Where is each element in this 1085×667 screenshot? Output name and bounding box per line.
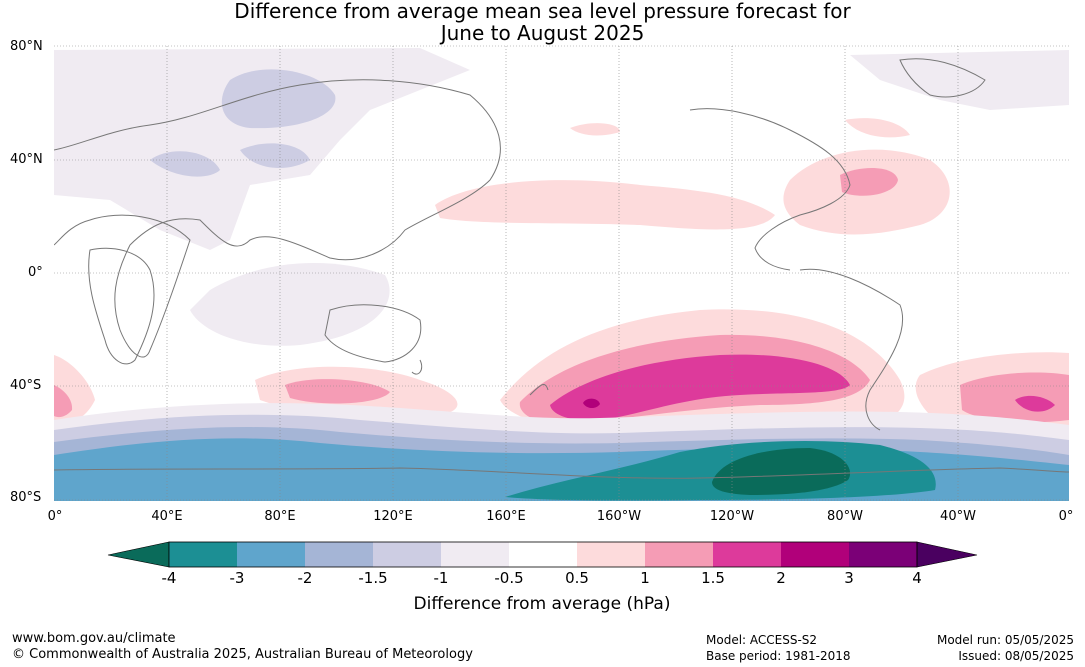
colorbar-tick: -4 <box>161 569 177 587</box>
colorbar-tick: -1 <box>433 569 449 587</box>
colorbar-tick: 0.5 <box>565 569 589 587</box>
anomaly-region-spacific-pos-max <box>583 398 600 409</box>
lon-label-0: 0° <box>47 509 63 524</box>
map-title-line2: June to August 2025 <box>440 21 645 45</box>
anomaly-shading <box>54 46 1069 501</box>
footer-website: www.bom.gov.au/climate <box>12 631 176 646</box>
lon-label-160e: 160°E <box>486 509 526 524</box>
footer-base-period: Base period: 1981-2018 <box>706 649 851 663</box>
lat-label-0: 0° <box>28 265 43 280</box>
colorbar-tick: 2 <box>776 569 786 587</box>
lon-label-120e: 120°E <box>373 509 413 524</box>
lon-label-160w: 160°W <box>596 509 642 524</box>
lon-label-40w: 40°W <box>940 509 976 524</box>
anomaly-region-satlantic-pos-core <box>960 372 1069 423</box>
anomaly-region-arctic-pos <box>570 123 620 136</box>
colorbar-bin <box>645 542 713 567</box>
lon-label-40e: 40°E <box>151 509 183 524</box>
colorbar-bin <box>373 542 441 567</box>
colorbar-bin <box>577 542 645 567</box>
footer-copyright: © Commonwealth of Australia 2025, Austra… <box>12 647 473 662</box>
footer-issued: Issued: 08/05/2025 <box>958 649 1074 663</box>
anomaly-region-spacific-pos-core <box>550 354 850 421</box>
lon-label-80e: 80°E <box>264 509 296 524</box>
anomaly-region-asia-neg-2 <box>240 143 310 169</box>
colorbar-bin <box>713 542 781 567</box>
lat-label-40s: 40°S <box>10 378 42 393</box>
anomaly-region-antarctic-max <box>712 448 851 495</box>
anomaly-region-indian-pos-core <box>285 379 390 404</box>
lon-label-0-east: 0° <box>1058 509 1074 524</box>
lat-label-80s: 80°S <box>10 490 42 505</box>
graticule <box>54 45 1069 501</box>
colorbar-tick: -3 <box>229 569 245 587</box>
anomaly-region-atlantic-pos-core <box>840 168 898 196</box>
colorbar-bin <box>781 542 849 567</box>
colorbar-tick: -0.5 <box>494 569 524 587</box>
map-title-line1: Difference from average mean sea level p… <box>234 0 851 23</box>
colorbar-below-min <box>107 541 170 568</box>
colorbar-bin <box>169 542 237 567</box>
lat-label-40n: 40°N <box>10 152 43 167</box>
colorbar-tick: 4 <box>912 569 922 587</box>
colorbar-bin <box>509 542 577 567</box>
colorbar-bin <box>441 542 509 567</box>
anomaly-region-npacific-pos <box>435 180 775 230</box>
lon-label-80w: 80°W <box>827 509 863 524</box>
anomaly-region-asia-neg <box>150 151 220 177</box>
anomaly-region-satlantic-pos-max <box>1015 395 1055 412</box>
colorbar-tick: -2 <box>297 569 313 587</box>
colorbar-bin <box>849 542 917 567</box>
anomaly-region-greenland-neg <box>850 50 1069 110</box>
colorbar-tick: 3 <box>844 569 854 587</box>
footer-model-run: Model run: 05/05/2025 <box>936 633 1074 647</box>
colorbar-title: Difference from average (hPa) <box>413 594 671 614</box>
colorbar-tick: -1.5 <box>358 569 388 587</box>
anomaly-region-tropics-neg <box>190 263 390 346</box>
colorbar-bin <box>237 542 305 567</box>
lat-label-80n: 80°N <box>10 39 43 54</box>
coastlines <box>54 58 1069 479</box>
anomaly-region-alaska-pos <box>845 118 910 138</box>
colorbar-tick: 1 <box>640 569 650 587</box>
colorbar-tick: 1.5 <box>701 569 725 587</box>
colorbar-bin <box>305 542 373 567</box>
footer-model: Model: ACCESS-S2 <box>706 633 818 647</box>
anomaly-region-west-edge-pos-core <box>54 385 73 418</box>
colorbar-above-max <box>916 541 978 568</box>
lon-label-120w: 120°W <box>709 509 755 524</box>
colorbar <box>107 541 978 568</box>
